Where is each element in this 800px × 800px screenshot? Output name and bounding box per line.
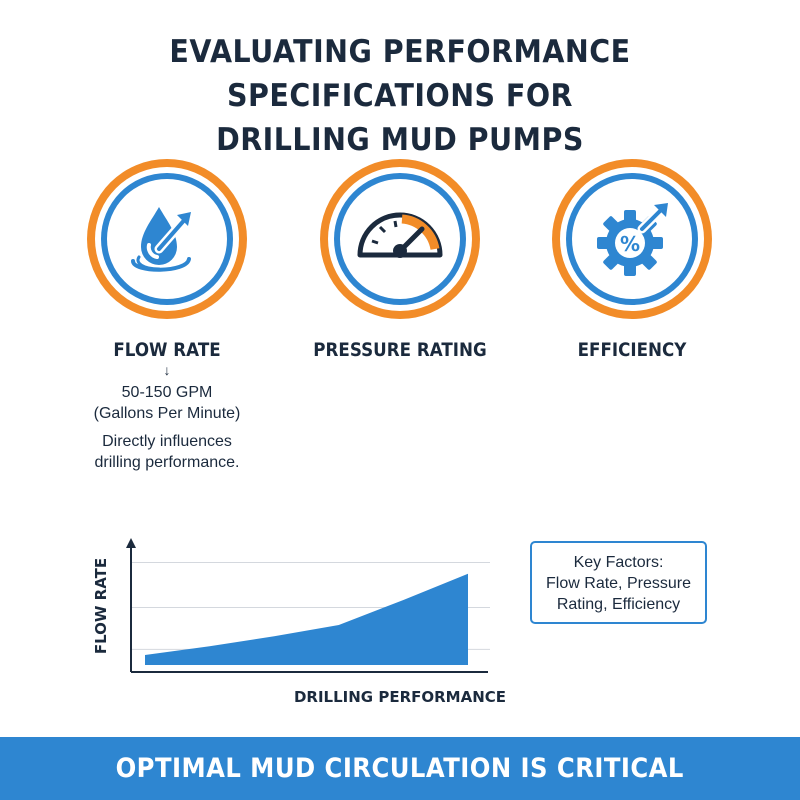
efficiency-label: EFFICIENCY <box>577 339 687 361</box>
efficiency-badge: % <box>552 159 712 319</box>
footer-banner: OPTIMAL MUD CIRCULATION IS CRITICAL <box>0 737 800 800</box>
title-line-1: EVALUATING PERFORMANCE SPECIFICATIONS FO… <box>169 34 631 114</box>
down-arrow-icon: ↓ <box>163 362 171 378</box>
flow-rate-label: FLOW RATE <box>113 339 221 361</box>
title-line-2: DRILLING MUD PUMPS <box>216 122 584 158</box>
flow-rate-area <box>145 573 468 665</box>
flow-note-line-1: Directly influences <box>102 433 232 450</box>
svg-text:%: % <box>620 232 640 256</box>
y-axis-label: FLOW RATE <box>92 558 110 654</box>
pressure-gauge-icon <box>357 212 443 258</box>
water-drop-arrow-icon <box>131 207 192 272</box>
flow-range: 50-150 GPM <box>121 384 213 401</box>
x-axis-label: DRILLING PERFORMANCE <box>294 688 506 706</box>
key-factors-title: Key Factors: <box>573 554 664 571</box>
flow-unit-desc: (Gallons Per Minute) <box>93 405 241 422</box>
pressure-rating-badge <box>320 159 480 319</box>
flow-rate-chart: DRILLING PERFORMANCE FLOW RATE <box>92 538 506 706</box>
key-factors-line-2: Flow Rate, Pressure <box>546 575 691 592</box>
gear-percent-icon: % <box>597 202 669 276</box>
page-title: EVALUATING PERFORMANCE SPECIFICATIONS FO… <box>0 30 800 162</box>
flow-note-line-2: drilling performance. <box>94 454 240 471</box>
key-factors-line-3: Rating, Efficiency <box>556 596 681 613</box>
y-axis-arrow-icon <box>126 538 136 548</box>
key-factors-box: Key Factors: Flow Rate, Pressure Rating,… <box>530 541 707 624</box>
flow-rate-badge <box>87 159 247 319</box>
pressure-rating-label: PRESSURE RATING <box>313 339 487 361</box>
footer-text: OPTIMAL MUD CIRCULATION IS CRITICAL <box>115 753 685 784</box>
